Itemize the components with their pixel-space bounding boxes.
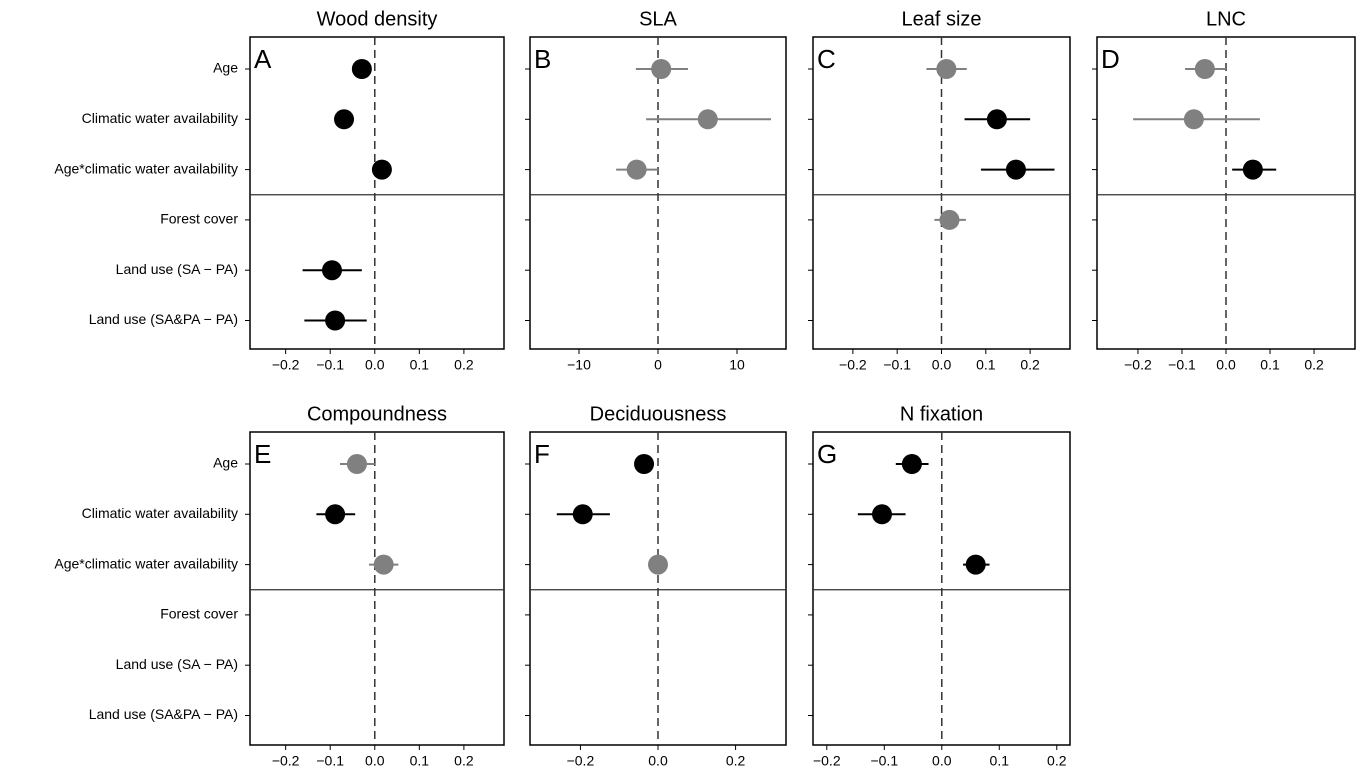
x-tick-label: −0.1 — [316, 753, 344, 769]
x-tick-label: −0.2 — [1124, 357, 1152, 373]
x-tick-label: −0.1 — [316, 357, 344, 373]
estimate-point — [334, 109, 355, 130]
estimate-point — [626, 159, 647, 180]
panel-label: F — [534, 439, 550, 469]
x-tick-label: −0.1 — [1168, 357, 1196, 373]
x-tick-label: −0.2 — [272, 753, 300, 769]
x-tick-label: 10 — [729, 357, 745, 373]
y-tick-label: Climatic water availability — [82, 110, 238, 126]
x-tick-label: 0.2 — [454, 753, 474, 769]
x-tick-label: −0.2 — [272, 357, 300, 373]
estimate-point — [351, 59, 372, 79]
estimate-point — [939, 209, 960, 230]
panel-title: SLA — [639, 8, 677, 30]
panel-label: G — [817, 439, 837, 469]
estimate-point — [648, 554, 668, 575]
x-tick-label: 0.0 — [1216, 357, 1236, 373]
x-tick-label: 0.0 — [365, 753, 385, 769]
estimate-point — [697, 109, 718, 130]
x-tick-label: −0.1 — [870, 753, 898, 769]
x-tick-label: 0.2 — [726, 753, 746, 769]
panel-label: A — [254, 44, 272, 74]
estimate-point — [986, 109, 1007, 130]
estimate-point — [1183, 109, 1204, 130]
estimate-point — [325, 310, 346, 331]
x-tick-label: 0.2 — [1047, 753, 1067, 769]
estimate-point — [1242, 159, 1263, 180]
plot-frame — [249, 36, 505, 350]
panel-title: Leaf size — [901, 8, 981, 30]
estimate-point — [371, 159, 392, 180]
x-tick-label: −0.1 — [883, 357, 911, 373]
estimate-point — [321, 260, 342, 281]
panel-title: N fixation — [900, 403, 983, 425]
y-tick-label: Land use (SA − PA) — [116, 261, 238, 277]
panel-label: D — [1101, 44, 1120, 74]
x-tick-label: 0 — [654, 357, 662, 373]
estimate-point — [901, 454, 922, 474]
x-tick-label: 0.2 — [1304, 357, 1324, 373]
panel-label: C — [817, 44, 836, 74]
estimate-point — [373, 554, 394, 575]
panel-title: Deciduousness — [590, 403, 727, 425]
y-tick-label: Age — [213, 60, 238, 76]
y-tick-label: Land use (SA&PA − PA) — [89, 706, 238, 722]
x-tick-label: −10 — [567, 357, 591, 373]
x-tick-label: 0.1 — [410, 753, 430, 769]
estimate-point — [572, 504, 593, 525]
x-tick-label: 0.1 — [410, 357, 430, 373]
panel-title: Compoundness — [307, 403, 447, 425]
x-tick-label: 0.1 — [990, 753, 1010, 769]
y-tick-label: Forest cover — [160, 606, 238, 622]
x-tick-label: 0.1 — [1260, 357, 1280, 373]
estimate-point — [634, 454, 655, 474]
estimate-point — [936, 59, 957, 79]
y-tick-label: Age*climatic water availability — [54, 555, 238, 571]
estimate-point — [965, 554, 986, 575]
x-tick-label: 0.0 — [365, 357, 385, 373]
y-tick-label: Climatic water availability — [82, 505, 238, 521]
x-tick-label: 0.0 — [648, 753, 668, 769]
x-tick-label: −0.2 — [839, 357, 867, 373]
y-tick-label: Age — [213, 455, 238, 471]
estimate-point — [346, 454, 367, 474]
x-tick-label: 0.0 — [932, 357, 952, 373]
estimate-point — [871, 504, 892, 525]
estimate-point — [1194, 59, 1215, 79]
y-tick-label: Land use (SA − PA) — [116, 656, 238, 672]
panel-label: E — [254, 439, 271, 469]
x-tick-label: 0.0 — [932, 753, 952, 769]
estimate-point — [651, 59, 672, 79]
x-tick-label: 0.2 — [454, 357, 474, 373]
x-tick-label: 0.2 — [1020, 357, 1040, 373]
estimate-point — [1005, 159, 1026, 180]
panel-title: Wood density — [317, 8, 438, 30]
panel-title: LNC — [1206, 8, 1246, 30]
x-tick-label: −0.2 — [813, 753, 841, 769]
x-tick-label: 0.1 — [976, 357, 996, 373]
x-tick-label: −0.2 — [567, 753, 595, 769]
plot-frame — [249, 431, 505, 746]
y-tick-label: Land use (SA&PA − PA) — [89, 311, 238, 327]
estimate-point — [325, 504, 346, 525]
y-tick-label: Age*climatic water availability — [54, 160, 238, 176]
panel-label: B — [534, 44, 551, 74]
y-tick-label: Forest cover — [160, 211, 238, 227]
